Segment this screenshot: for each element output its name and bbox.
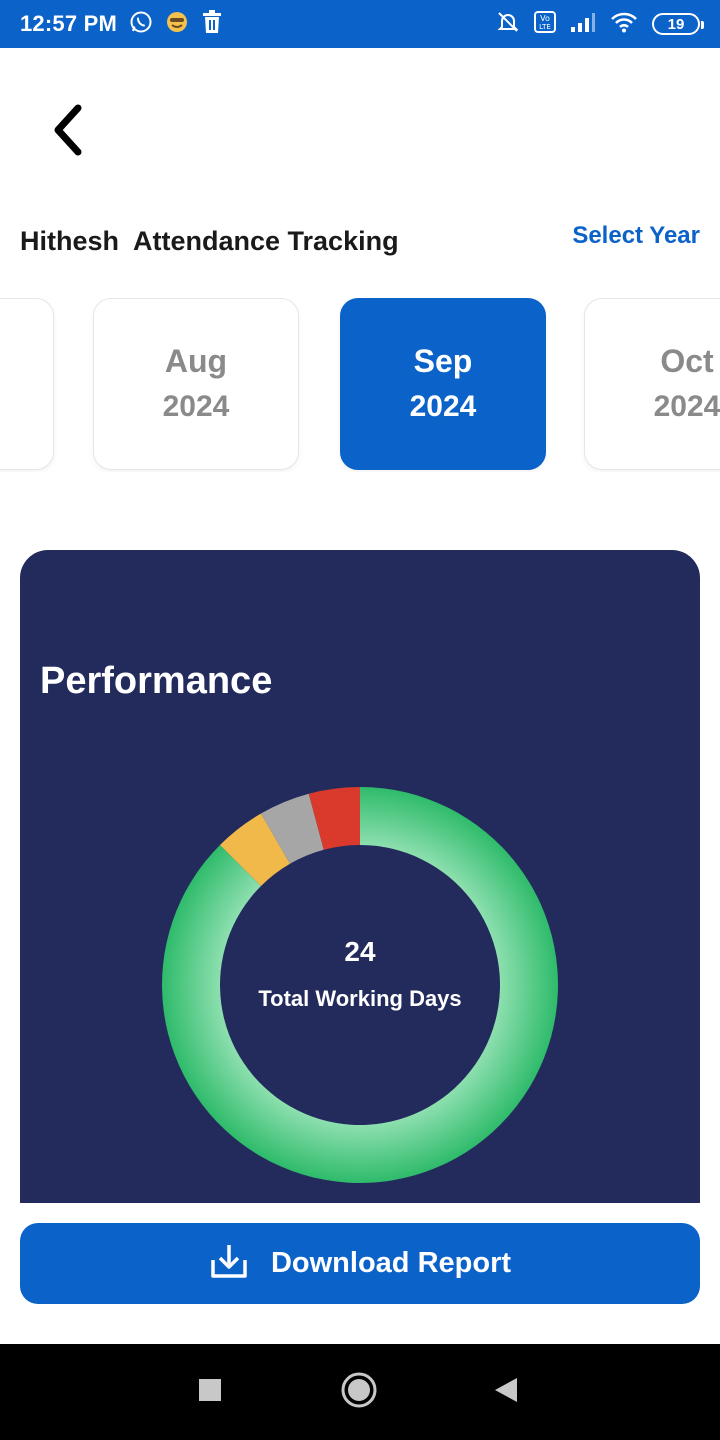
donut-segment-yellow xyxy=(219,813,290,887)
battery-icon: 19 xyxy=(652,13,704,35)
download-report-button[interactable]: Download Report xyxy=(20,1223,700,1304)
performance-card: Performance 24 Total Working Days xyxy=(20,550,700,1203)
home-button[interactable] xyxy=(339,1372,379,1412)
month-name: Aug xyxy=(164,343,228,379)
recent-apps-icon xyxy=(198,1378,222,1407)
performance-title: Performance xyxy=(40,660,273,702)
wifi-icon xyxy=(610,11,638,38)
system-nav-bar xyxy=(0,1344,720,1440)
select-year-link[interactable]: Select Year xyxy=(572,222,700,249)
whatsapp-icon xyxy=(129,10,153,39)
month-card[interactable] xyxy=(0,298,54,470)
month-selector[interactable]: Aug 2024 Sep 2024 Oct 2024 xyxy=(0,298,720,472)
home-icon xyxy=(340,1371,378,1414)
svg-text:LTE: LTE xyxy=(539,23,551,31)
month-year: 2024 xyxy=(653,390,720,423)
recent-apps-button[interactable] xyxy=(190,1372,230,1412)
page-title: Hithesh Attendance Tracking xyxy=(20,226,399,256)
donut-segment-gray xyxy=(261,793,324,864)
back-nav-button[interactable] xyxy=(486,1372,526,1412)
donut-center: 24 Total Working Days xyxy=(150,775,570,1195)
download-report-label: Download Report xyxy=(270,1247,512,1279)
title-row: Hithesh Attendance Tracking Select Year xyxy=(20,222,700,262)
svg-text:Vo: Vo xyxy=(540,14,550,23)
back-button[interactable] xyxy=(40,100,96,164)
chevron-left-icon xyxy=(48,102,88,163)
signal-icon xyxy=(570,11,596,38)
month-card[interactable]: Aug 2024 xyxy=(93,298,299,470)
download-icon xyxy=(209,1242,249,1285)
mute-icon xyxy=(496,10,520,39)
attendance-donut-chart: 24 Total Working Days xyxy=(150,775,570,1195)
total-working-days-value: 24 xyxy=(344,936,376,967)
total-working-days-label: Total Working Days xyxy=(258,986,462,1011)
donut-segment-red xyxy=(308,787,360,850)
month-year: 2024 xyxy=(162,390,230,423)
trash-icon xyxy=(201,9,223,39)
month-year: 2024 xyxy=(409,390,477,423)
month-name: Oct xyxy=(660,343,714,379)
month-card-selected[interactable]: Sep 2024 xyxy=(340,298,546,470)
month-card[interactable]: Oct 2024 xyxy=(584,298,720,470)
status-bar: 12:57 PM Vo LTE 19 xyxy=(0,0,720,48)
volte-icon: Vo LTE xyxy=(534,10,556,39)
donut-svg xyxy=(162,787,558,1183)
emoji-icon xyxy=(165,10,189,39)
status-time: 12:57 PM xyxy=(20,11,117,36)
month-name: Sep xyxy=(413,343,473,379)
back-icon xyxy=(493,1376,519,1409)
